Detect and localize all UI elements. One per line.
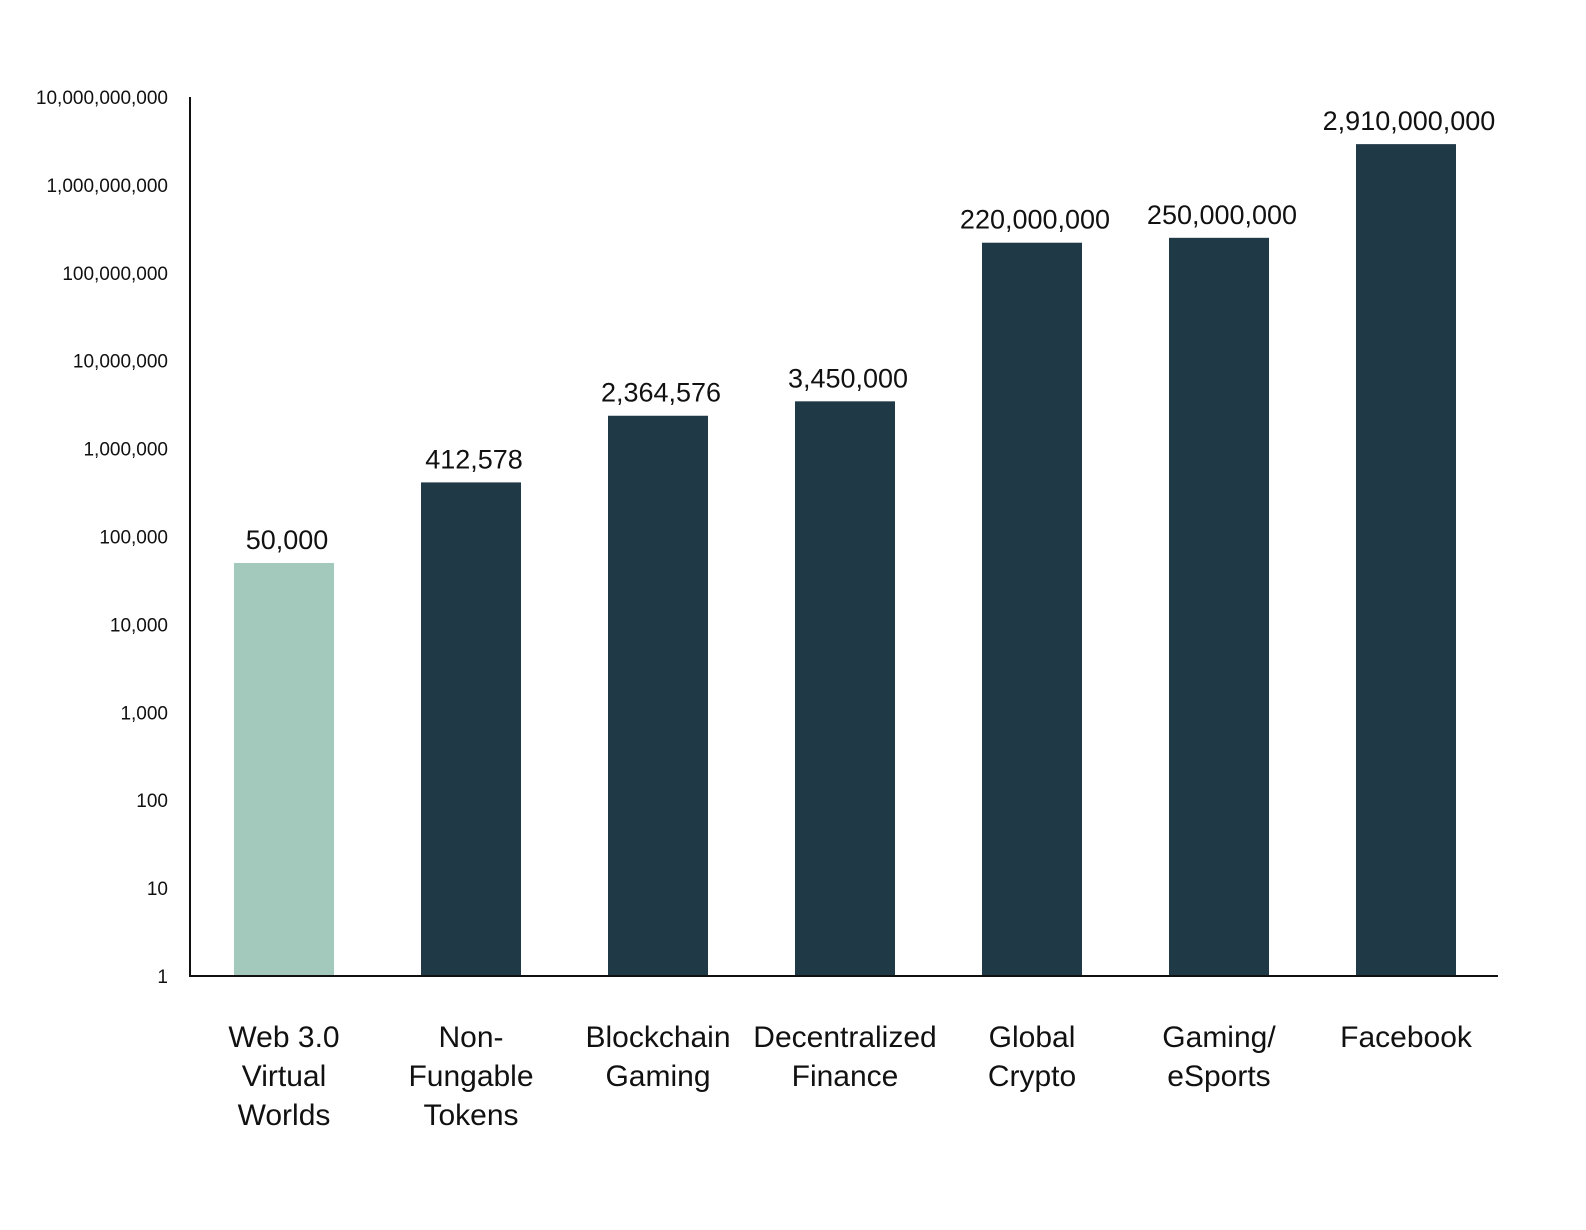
category-label: Non-Fungable Tokens <box>408 1021 533 1132</box>
y-tick-label: 1,000,000 <box>83 440 168 461</box>
value-label: 220,000,000 <box>960 205 1110 235</box>
y-axis-ticks: 1 10 100 1,000 10,000 100,000 1,000,000 10,000,… <box>36 88 168 988</box>
y-tick-label: 100,000,000 <box>62 264 168 285</box>
category-label: Decentralized Finance <box>753 1021 936 1093</box>
y-tick-label: 1 <box>157 967 168 988</box>
y-tick-label: 10,000 <box>110 615 168 636</box>
category-label: Web 3.0 Virtual Worlds <box>228 1021 339 1132</box>
value-label: 2,364,576 <box>601 378 721 408</box>
bar <box>1356 144 1456 977</box>
category-label: Blockchain Gaming <box>585 1021 730 1093</box>
bar <box>421 482 521 976</box>
bar <box>608 415 708 977</box>
bar <box>982 242 1082 976</box>
x-axis-labels: Web 3.0 Virtual Worlds Non-Fungable Tokens Bl… <box>228 1021 1472 1132</box>
y-tick-label: 10,000,000 <box>73 352 168 373</box>
category-label: Gaming/eSports <box>1162 1021 1276 1093</box>
value-labels: 50,000 412,578 2,364,576 3,450,000 220,000,0… <box>246 106 1496 555</box>
category-label: Facebook <box>1340 1021 1473 1054</box>
bars <box>234 144 1456 977</box>
y-tick-label: 1,000 <box>120 703 168 724</box>
bar <box>795 401 895 977</box>
y-tick-label: 10,000,000,000 <box>36 88 168 109</box>
value-label: 3,450,000 <box>788 363 908 393</box>
bar <box>234 562 334 976</box>
value-label: 250,000,000 <box>1147 200 1297 230</box>
y-tick-label: 1,000,000,000 <box>46 176 168 197</box>
y-tick-label: 100 <box>136 791 168 812</box>
category-label: Global Crypto <box>988 1021 1076 1093</box>
value-label: 2,910,000,000 <box>1323 106 1496 136</box>
bar <box>1169 237 1269 977</box>
y-tick-label: 10 <box>147 879 168 900</box>
y-tick-label: 100,000 <box>99 528 168 549</box>
value-label: 50,000 <box>246 525 329 555</box>
value-label: 412,578 <box>425 444 523 474</box>
